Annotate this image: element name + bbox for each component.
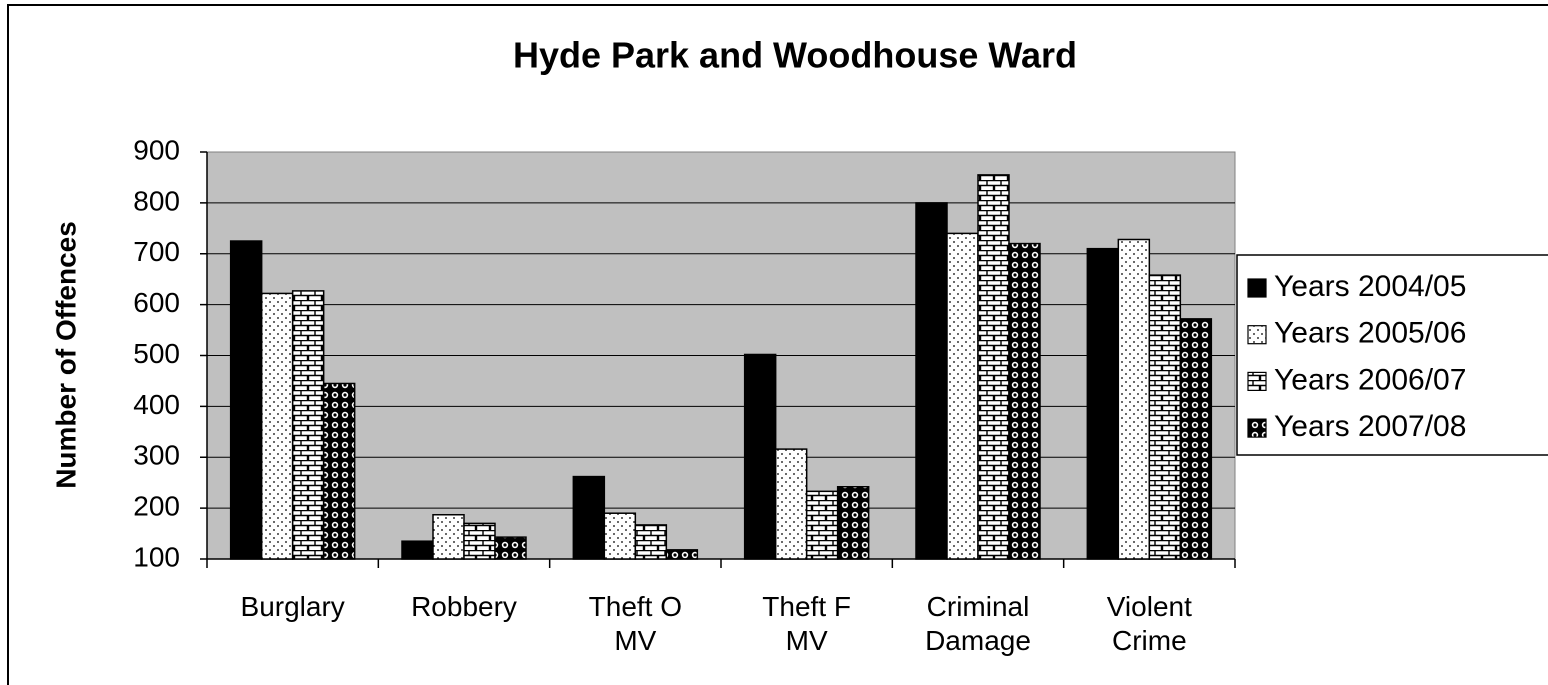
y-tick-label: 200 [133, 491, 180, 522]
y-tick-label: 100 [133, 541, 180, 572]
bar [634, 524, 668, 560]
bar [1086, 247, 1120, 560]
x-tick-label: Violent Crime [1106, 591, 1192, 656]
bar [401, 540, 434, 560]
bar [1179, 318, 1213, 560]
bar [260, 292, 294, 560]
legend-swatch [1247, 278, 1267, 298]
x-tick-label: Burglary [240, 591, 345, 622]
y-tick-label: 800 [133, 185, 180, 216]
legend-label: Years 2006/07 [1274, 363, 1466, 396]
bar [603, 512, 637, 560]
legend-label: Years 2007/08 [1274, 410, 1466, 443]
bar [291, 290, 325, 560]
y-tick-label: 900 [133, 134, 180, 165]
bar [774, 448, 808, 560]
legend-swatch [1247, 325, 1267, 345]
x-tick-label: Robbery [411, 591, 517, 622]
bar [946, 232, 979, 560]
y-tick-label: 600 [133, 287, 180, 318]
legend-box [1236, 254, 1548, 456]
bar [1117, 238, 1151, 560]
bar [836, 486, 870, 560]
y-tick-label: 700 [133, 236, 180, 267]
bar [1008, 242, 1041, 560]
y-tick-label: 500 [133, 338, 180, 369]
bar [977, 174, 1010, 560]
bar [572, 475, 606, 560]
bar [229, 240, 263, 560]
chart-title: Hyde Park and Woodhouse Ward [513, 35, 1077, 76]
bar [665, 549, 699, 560]
bar [805, 490, 839, 560]
legend-swatch [1247, 371, 1267, 391]
bar [322, 382, 356, 560]
bar [743, 353, 777, 560]
x-tick-label: Criminal Damage [925, 591, 1031, 656]
bar [915, 202, 948, 560]
legend-label: Years 2004/05 [1274, 270, 1466, 303]
y-axis-label: Number of Offences [50, 221, 81, 489]
bar [1148, 274, 1182, 560]
legend-label: Years 2005/06 [1274, 317, 1466, 350]
x-tick-label: Theft F MV [762, 591, 851, 656]
y-tick-label: 300 [133, 440, 180, 471]
legend-swatch [1247, 418, 1267, 438]
x-tick-label: Theft O MV [588, 591, 683, 656]
bar [432, 513, 465, 560]
y-tick-label: 400 [133, 389, 180, 420]
chart-border [7, 4, 1548, 685]
bar [463, 522, 496, 560]
bar [494, 536, 527, 560]
